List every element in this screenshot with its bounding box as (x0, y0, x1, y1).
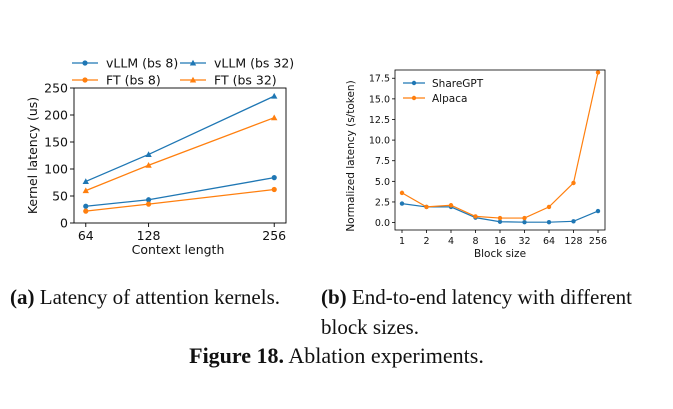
legend-marker-ft-bs-8 (82, 77, 88, 83)
y-axis-label: Normalized latency (s/token) (345, 80, 357, 231)
figure-caption: Figure 18. Ablation experiments. (0, 341, 673, 371)
data-point-sharegpt (522, 219, 527, 225)
y-tick-label: 7.5 (375, 156, 390, 167)
y-tick-label: 100 (44, 162, 68, 177)
series-line-ft-bs-8 (85, 188, 275, 212)
data-point-vllm-bs-8 (83, 203, 89, 209)
legend-marker-sharegpt (411, 80, 417, 86)
y-tick-label: 10.0 (369, 136, 390, 147)
data-point-ft-bs-8 (271, 186, 277, 193)
legend-marker-alpaca (411, 95, 417, 101)
y-tick-label: 2.5 (375, 197, 390, 208)
data-point-ft-bs-8 (83, 208, 89, 214)
data-point-alpaca (473, 214, 478, 219)
subfigure-a-caption: (a) Latency of attention kernels. (10, 282, 280, 312)
data-point-vllm-bs-8 (145, 197, 152, 203)
legend-label-ft-bs-8: FT (bs 8) (106, 73, 161, 88)
data-point-sharegpt (497, 219, 503, 224)
legend-label-vllm-bs-8: vLLM (bs 8) (106, 56, 178, 71)
data-point-ft-bs-8 (145, 201, 152, 207)
data-point-alpaca (497, 215, 503, 221)
series-line-ft-bs-32 (85, 117, 275, 192)
legend-label-alpaca: Alpaca (432, 93, 467, 105)
block-size-latency-chart: 0.0 2.5 5.0 7.5 10.0 12.5 15.0 17.5 1 2 4 8 16 32 64 12… (345, 69, 607, 260)
data-point-vllm-bs-32 (145, 151, 152, 157)
data-point-ft-bs-32 (145, 162, 152, 168)
data-point-ft-bs-32 (271, 114, 278, 121)
subfigure-b-caption: (b) End-to-end latency with different bl… (321, 282, 671, 342)
x-tick-label: 256 (589, 236, 607, 247)
data-point-vllm-bs-32 (82, 178, 89, 184)
y-tick-label: 17.5 (369, 74, 390, 85)
x-tick-label: 64 (78, 228, 94, 243)
subfigure-b-label: (b) (321, 285, 347, 309)
x-tick-label: 4 (448, 236, 454, 247)
series-line-vllm-bs-32 (85, 95, 275, 183)
data-point-sharegpt (595, 208, 601, 214)
legend-marker-vllm-bs-8 (82, 60, 88, 66)
y-tick-label: 0 (60, 216, 68, 231)
legend-label-ft-bs-32: FT (bs 32) (214, 73, 277, 88)
data-point-alpaca (448, 203, 454, 208)
x-tick-label: 8 (472, 236, 478, 247)
data-point-alpaca (571, 180, 576, 186)
y-tick-label: 150 (44, 135, 68, 150)
subfigure-a-label: (a) (10, 285, 35, 309)
x-axis-label: Context length (132, 242, 225, 257)
data-point-vllm-bs-32 (271, 92, 278, 99)
subfigure-a-text: Latency of attention kernels. (39, 285, 280, 309)
data-point-alpaca (522, 215, 527, 221)
data-point-sharegpt (546, 219, 552, 225)
data-point-alpaca (399, 190, 405, 196)
x-tick-label: 1 (399, 236, 405, 247)
y-tick-label: 12.5 (369, 115, 390, 126)
figure-label: Figure 18. (189, 343, 285, 368)
y-tick-label: 250 (44, 81, 68, 96)
data-point-sharegpt (571, 219, 576, 224)
figure-text: Ablation experiments. (288, 343, 484, 368)
data-point-alpaca (595, 70, 601, 75)
legend-marker-ft-bs-32 (189, 76, 197, 83)
y-tick-label: 0.0 (375, 218, 390, 229)
data-point-vllm-bs-8 (271, 175, 277, 181)
data-point-alpaca (424, 204, 429, 210)
y-tick-label: 50 (52, 189, 68, 204)
x-tick-label: 32 (518, 236, 530, 247)
x-tick-label: 256 (262, 228, 286, 243)
data-point-sharegpt (399, 201, 405, 206)
legend-label-sharegpt: ShareGPT (432, 78, 484, 90)
y-tick-label: 5.0 (375, 177, 390, 188)
y-tick-label: 200 (44, 108, 68, 123)
y-axis-label: Kernel latency (us) (25, 97, 40, 214)
legend-label-vllm-bs-32: vLLM (bs 32) (214, 56, 294, 71)
x-tick-label: 16 (494, 236, 506, 247)
x-tick-label: 128 (564, 236, 582, 247)
x-axis-label: Block size (474, 248, 526, 260)
series-line-vllm-bs-8 (85, 176, 275, 207)
plot-frame (73, 87, 287, 224)
x-tick-label: 128 (137, 228, 161, 243)
data-point-alpaca (546, 204, 552, 210)
data-point-ft-bs-32 (82, 187, 89, 194)
kernel-latency-chart: 0 50 100 150 200 250 64 128 256 Context length Ker… (25, 56, 294, 258)
x-tick-label: 2 (423, 236, 429, 247)
subfigure-b-text: End-to-end latency with different block … (321, 285, 633, 339)
x-tick-label: 64 (543, 236, 555, 247)
legend-marker-vllm-bs-32 (189, 59, 197, 66)
y-tick-label: 15.0 (369, 94, 390, 105)
